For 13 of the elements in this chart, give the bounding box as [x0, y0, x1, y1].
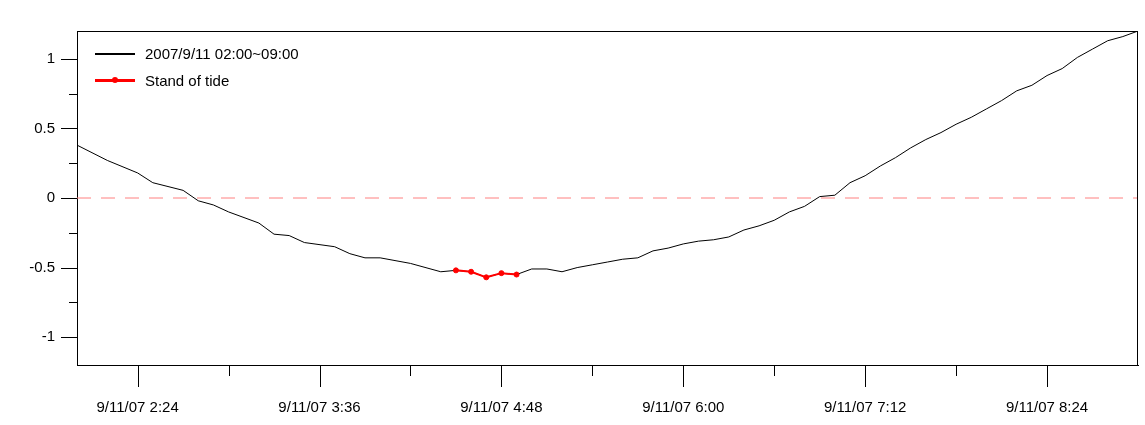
y-tick-label: 1	[46, 48, 55, 66]
x-tick-label: 9/11/07 3:36	[278, 398, 361, 416]
y-tick-label: -1	[41, 327, 55, 345]
legend-label: Stand of tide	[145, 72, 230, 89]
y-tick-label: 0	[46, 188, 55, 206]
x-tick-label: 9/11/07 2:24	[96, 398, 179, 416]
x-tick-label: 9/11/07 4:48	[460, 398, 543, 416]
x-tick-label: 9/11/07 6:00	[642, 398, 725, 416]
y-tick-label: -0.5	[29, 257, 55, 275]
y-tick-label: 0.5	[34, 118, 55, 136]
legend-label: 2007/9/11 02:00~09:00	[145, 45, 299, 62]
x-tick-label: 9/11/07 8:24	[1005, 398, 1089, 416]
x-tick-label: 9/11/07 7:12	[824, 398, 907, 416]
